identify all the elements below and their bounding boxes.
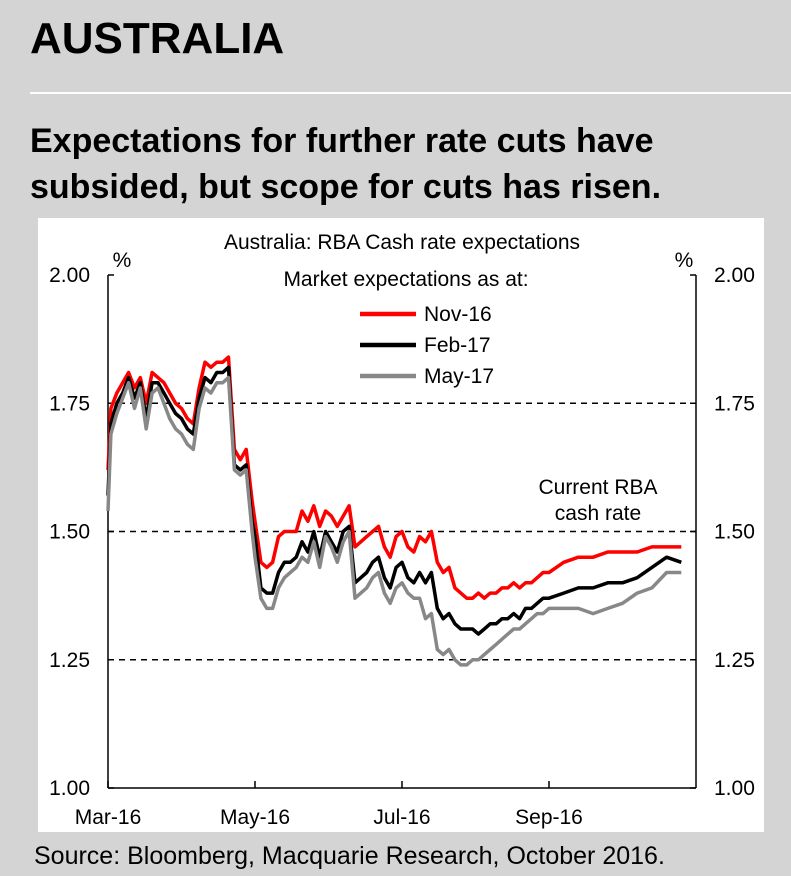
y-tick-label-right: 1.75 [714,392,755,415]
title-divider [30,92,791,94]
legend-title: Market expectations as at: [283,268,528,291]
annotation-line-1: Current RBA [538,476,657,499]
chart-title: Australia: RBA Cash rate expectations [224,231,580,254]
page-title: AUSTRALIA [30,14,285,63]
annotation-line-2: cash rate [555,502,641,525]
y-tick-label-right: 1.25 [714,649,755,672]
y-tick-label-left: 1.75 [49,392,90,415]
subtitle-line-1: Expectations for further rate cuts have [30,122,654,160]
left-unit-label: % [113,249,132,272]
rba-cash-rate-chart: 2.00 2.00 1.75 1.75 1.50 1.50 1.25 1.25 1.00 1.00… [49,231,755,829]
subtitle-line-2: subsided, but scope for cuts has risen. [30,168,662,206]
x-tick-label: Mar-16 [75,806,142,829]
x-tick-label: Sep-16 [515,806,583,829]
legend-label-feb-17: Feb-17 [424,334,491,357]
y-tick-label-left: 1.25 [49,649,90,672]
series-line-nov-16 [106,355,682,600]
y-tick-label-left: 1.50 [49,521,90,544]
y-tick-label-right: 2.00 [714,264,755,287]
legend-label-nov-16: Nov-16 [424,303,492,326]
chart-panel: 2.00 2.00 1.75 1.75 1.50 1.50 1.25 1.25 1.00 1.00… [38,218,764,832]
x-tick-label: May-16 [220,806,290,829]
series-line-may-17 [106,375,682,667]
page-subtitle: Expectations for further rate cuts have … [30,118,780,210]
y-tick-label-left: 1.00 [49,777,90,800]
x-tick-label: Jul-16 [373,806,430,829]
right-unit-label: % [675,249,694,272]
source-note: Source: Bloomberg, Macquarie Research, O… [34,842,665,870]
y-tick-label-right: 1.00 [714,777,755,800]
y-tick-label-left: 2.00 [49,264,90,287]
legend-label-may-17: May-17 [424,365,494,388]
y-tick-label-right: 1.50 [714,521,755,544]
